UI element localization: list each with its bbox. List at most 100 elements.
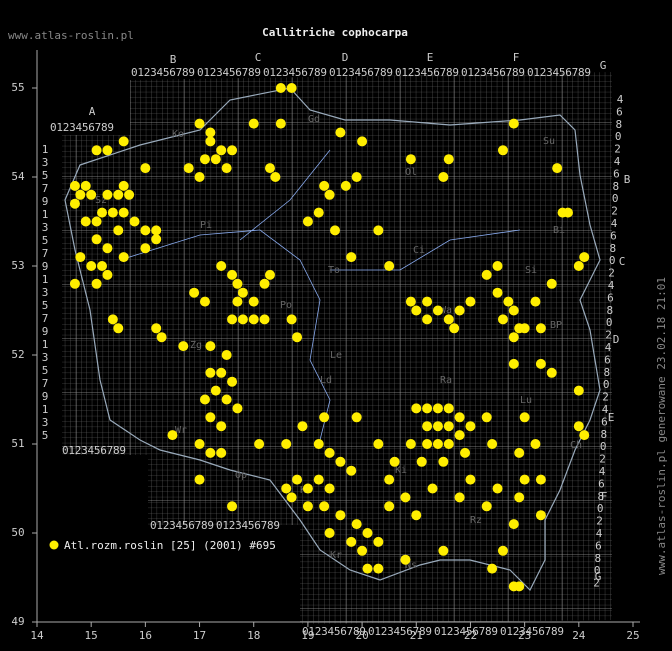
- occurrence-dot: [232, 278, 243, 289]
- occurrence-dot: [535, 358, 546, 369]
- occurrence-dot: [205, 412, 216, 423]
- region-code: Op: [235, 470, 247, 481]
- occurrence-dot: [519, 323, 530, 334]
- grid-digit: 4: [599, 465, 606, 478]
- occurrence-dot: [91, 216, 102, 227]
- grid-letter: A: [89, 105, 96, 118]
- occurrence-dot: [167, 430, 178, 441]
- occurrence-dot: [351, 172, 362, 182]
- occurrence-dot: [373, 225, 384, 236]
- occurrence-dot: [389, 456, 400, 467]
- y-tick-label: 53: [11, 259, 24, 272]
- occurrence-dot: [270, 172, 281, 182]
- occurrence-dot: [113, 323, 124, 334]
- occurrence-dot: [237, 314, 248, 325]
- occurrence-dot: [227, 145, 238, 156]
- grid-letter: G: [600, 59, 607, 72]
- grid-digit: 2: [611, 205, 618, 218]
- grid-digit: 4: [602, 403, 609, 416]
- grid-digit: 4: [611, 217, 618, 230]
- grid-digits: 0123456789: [395, 66, 459, 79]
- occurrence-dot: [546, 367, 557, 378]
- occurrence-dot: [275, 118, 286, 129]
- occurrence-dot: [357, 136, 368, 147]
- occurrence-dot: [194, 474, 205, 485]
- occurrence-dot: [151, 323, 162, 334]
- grid-digit: 1: [42, 403, 49, 416]
- occurrence-dot: [129, 216, 140, 227]
- occurrence-dot: [286, 83, 297, 93]
- occurrence-dot: [416, 456, 427, 467]
- occurrence-dot: [248, 296, 259, 307]
- occurrence-dot: [113, 189, 124, 200]
- grid-digit: 7: [42, 247, 49, 260]
- region-code: Zg: [190, 340, 202, 351]
- occurrence-dot: [373, 439, 384, 449]
- occurrence-dot: [97, 207, 108, 218]
- grid-digit: 8: [609, 242, 616, 255]
- occurrence-dot: [422, 314, 433, 325]
- occurrence-dot: [535, 323, 546, 334]
- grid-digits: 0123456789: [461, 66, 525, 79]
- occurrence-dot: [405, 154, 416, 165]
- occurrence-dot: [156, 332, 167, 343]
- grid-digits: 0123456789: [216, 519, 280, 532]
- occurrence-dot: [91, 145, 102, 156]
- occurrence-dot: [405, 296, 416, 307]
- occurrence-dot: [487, 563, 498, 574]
- grid-letter: B: [624, 173, 631, 186]
- occurrence-dot: [205, 341, 216, 352]
- occurrence-dot: [573, 261, 584, 271]
- occurrence-dot: [102, 189, 113, 200]
- grid-digit: 6: [607, 291, 614, 304]
- occurrence-dot: [221, 350, 232, 360]
- grid-digit: 3: [42, 221, 49, 234]
- occurrence-dot: [508, 305, 519, 316]
- grid-digit: 8: [606, 304, 613, 317]
- region-code: Ko: [172, 129, 184, 140]
- occurrence-dot: [346, 536, 357, 547]
- x-tick-label: 22: [464, 629, 477, 642]
- occurrence-dot: [562, 207, 573, 218]
- occurrence-dot: [460, 447, 471, 458]
- occurrence-dot: [405, 439, 416, 449]
- occurrence-dot: [373, 563, 384, 574]
- y-tick-label: 50: [11, 526, 24, 539]
- occurrence-dot: [69, 180, 80, 191]
- x-tick-label: 19: [301, 629, 314, 642]
- occurrence-dot: [140, 243, 151, 254]
- occurrence-dot: [248, 118, 259, 129]
- occurrence-dot: [124, 189, 135, 200]
- x-tick-label: 23: [518, 629, 531, 642]
- y-tick-label: 49: [11, 615, 24, 628]
- region-code: Rz: [470, 515, 482, 526]
- occurrence-dot: [487, 439, 498, 449]
- grid-digits: 0123456789: [302, 625, 366, 638]
- x-tick-label: 21: [410, 629, 423, 642]
- legend-label: Atl.rozm.roslin [25] (2001) #695: [64, 539, 276, 552]
- occurrence-dot: [530, 296, 541, 307]
- grid-digit: 8: [603, 366, 610, 379]
- region-code: Pi: [200, 220, 212, 231]
- occurrence-dot: [454, 492, 465, 503]
- grid-digit: 0: [615, 130, 622, 143]
- grid-letter: D: [342, 51, 349, 64]
- grid-digit: 1: [42, 273, 49, 286]
- occurrence-dot: [514, 581, 525, 592]
- occurrence-dot: [91, 278, 102, 289]
- grid-digit: 3: [42, 351, 49, 364]
- grid-digit: 0: [600, 440, 607, 453]
- grid-digit: 2: [614, 143, 621, 156]
- grid-digit: 6: [613, 167, 620, 180]
- grid-digit: 5: [42, 169, 49, 182]
- occurrence-dot: [340, 180, 351, 191]
- region-code: Si: [525, 265, 537, 276]
- occurrence-dot: [216, 421, 227, 432]
- occurrence-dot: [107, 207, 118, 218]
- occurrence-dot: [102, 269, 113, 280]
- occurrence-dot: [454, 412, 465, 423]
- grid-digits: 0123456789: [50, 121, 114, 134]
- grid-digit: 8: [615, 118, 622, 131]
- occurrence-dot: [75, 189, 86, 200]
- occurrence-dot: [454, 305, 465, 316]
